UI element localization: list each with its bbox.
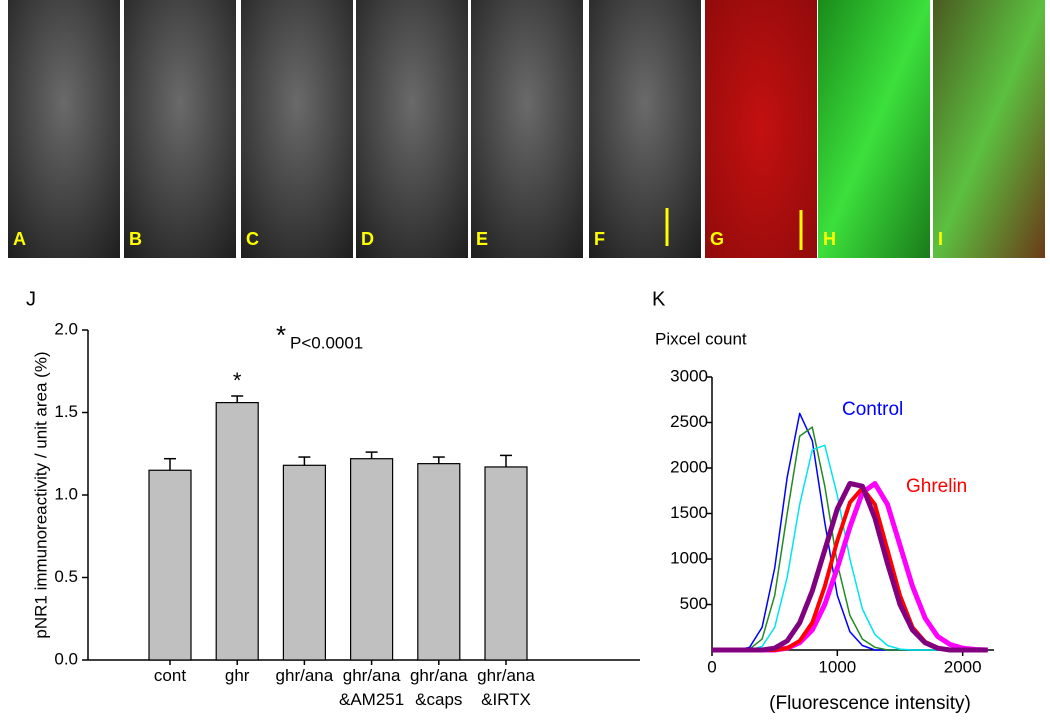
bar — [484, 466, 528, 661]
annotation: * — [276, 320, 286, 350]
bar — [148, 469, 192, 661]
panel-label: C — [246, 229, 259, 249]
line-series — [712, 486, 988, 652]
y-axis-label: Pixcel count — [655, 329, 747, 348]
significance-marker: * — [233, 368, 242, 393]
y-tick-label: 1.0 — [54, 484, 78, 503]
panel-label: G — [710, 229, 724, 249]
y-tick-label: 1000 — [670, 548, 708, 567]
panel-label: B — [129, 229, 142, 249]
y-tick-label: 3000 — [670, 366, 708, 385]
image-panel — [705, 0, 817, 258]
x-axis-label: (Fluorescence intensity) — [769, 693, 971, 714]
y-axis-label: pNR1 immunoreactivity / unit area (%) — [31, 351, 50, 638]
panel-label: J — [26, 288, 36, 310]
x-tick-label: 2000 — [944, 657, 982, 676]
image-panel — [589, 0, 701, 258]
panel-label: H — [823, 229, 836, 249]
x-tick-label: ghr/ana &IRTX — [477, 666, 535, 709]
line-series — [712, 481, 988, 653]
x-tick-label: 0 — [707, 657, 716, 676]
image-panel — [818, 0, 930, 258]
image-panel — [933, 0, 1045, 258]
image-panel — [471, 0, 583, 258]
x-tick-label: ghr/ana &caps — [409, 666, 468, 709]
y-tick-label: 2000 — [670, 457, 708, 476]
annotation: P<0.0001 — [290, 333, 363, 352]
image-panel — [356, 0, 468, 258]
panel-label: A — [13, 229, 26, 249]
y-tick-label: 500 — [680, 594, 708, 613]
panel-label: I — [938, 229, 943, 249]
panel-label: K — [652, 288, 666, 310]
bar — [282, 464, 326, 661]
x-tick-label: cont — [153, 666, 187, 685]
y-tick-label: 0.5 — [54, 567, 78, 586]
panel-label: F — [594, 229, 605, 249]
annotation: Ghrelin — [906, 476, 967, 497]
bar — [417, 463, 461, 661]
bar — [350, 458, 394, 661]
image-panel — [8, 0, 120, 258]
image-panel — [241, 0, 353, 258]
bar — [215, 402, 259, 661]
annotation: Control — [842, 399, 903, 420]
y-tick-label: 1500 — [670, 503, 708, 522]
panel-label: E — [476, 229, 488, 249]
y-tick-label: 2.0 — [54, 319, 78, 338]
image-panel — [124, 0, 236, 258]
x-tick-label: 1000 — [818, 657, 856, 676]
x-tick-label: ghr/ana — [275, 666, 334, 685]
line-series — [712, 426, 988, 651]
x-tick-label: ghr — [224, 666, 250, 685]
panel-label: D — [361, 229, 374, 249]
y-tick-label: 1.5 — [54, 402, 78, 421]
x-tick-label: ghr/ana &AM251 — [338, 666, 405, 709]
y-tick-label: 0.0 — [54, 649, 78, 668]
y-tick-label: 2500 — [670, 412, 708, 431]
